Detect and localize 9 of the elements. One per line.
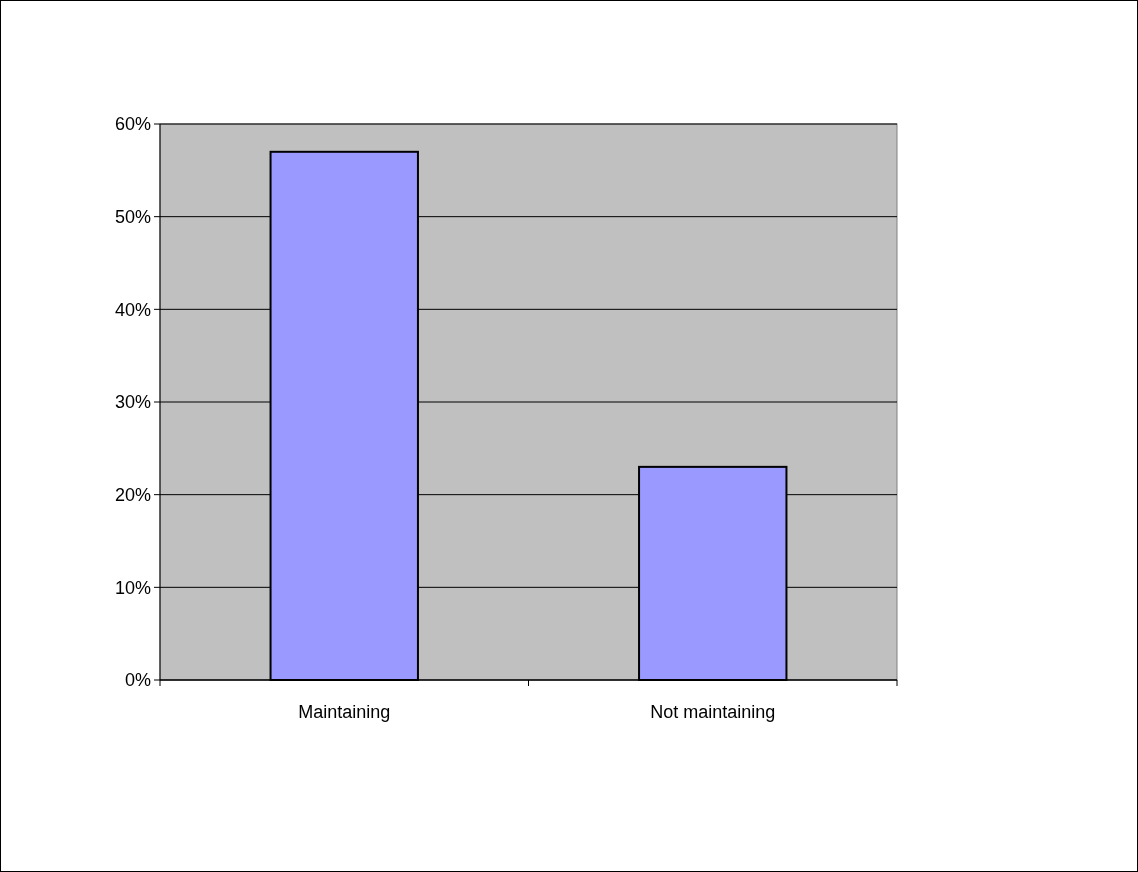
y-tick-label: 10% (114, 577, 151, 598)
y-tick-label: 20% (114, 484, 151, 505)
y-tick-label: 30% (114, 392, 151, 413)
x-tick-label: Maintaining (298, 702, 391, 722)
y-tick-label: 50% (114, 206, 151, 227)
x-tick-label: Not maintaining (650, 702, 776, 722)
y-tick-label: 0% (124, 670, 151, 691)
y-tick-label: 60% (114, 114, 151, 135)
y-tick-label: 40% (114, 299, 151, 320)
